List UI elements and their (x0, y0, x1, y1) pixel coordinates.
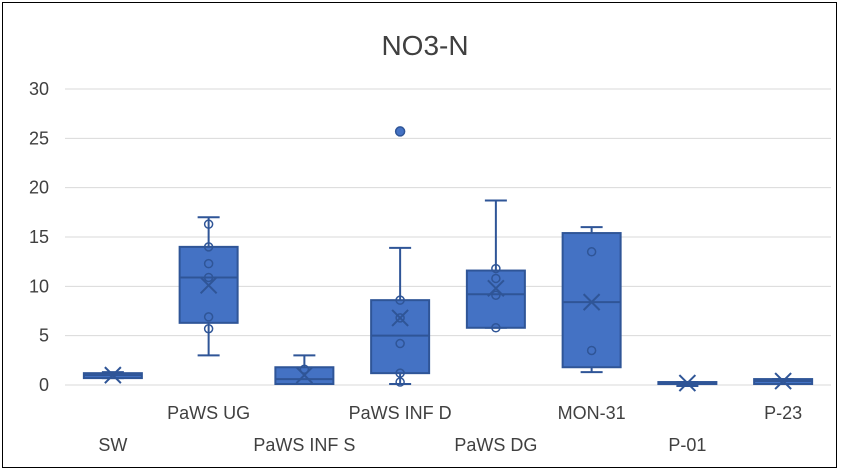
data-point (491, 323, 501, 333)
y-tick-label: 20 (29, 178, 49, 198)
box-paws-inf-s (274, 354, 335, 386)
box-p-23 (753, 372, 814, 390)
mean-marker (487, 279, 505, 298)
data-point (491, 263, 501, 274)
box-p-01 (657, 374, 718, 392)
y-tick-label: 25 (29, 128, 49, 148)
mean-marker (774, 372, 792, 390)
x-tick-label: PaWS DG (454, 435, 537, 455)
data-point (203, 312, 214, 322)
mean-marker (582, 293, 601, 311)
data-point (395, 377, 405, 387)
outlier-point (394, 126, 406, 137)
box-paws-ug (178, 216, 239, 357)
mean-marker (678, 374, 697, 392)
data-point (203, 258, 214, 269)
x-tick-label: SW (98, 435, 127, 455)
y-tick-label: 10 (29, 276, 49, 296)
data-point (203, 272, 214, 283)
data-point (491, 290, 501, 300)
data-point (395, 295, 405, 305)
box-paws-inf-d (370, 126, 431, 387)
data-point (203, 324, 214, 334)
data-point (586, 247, 597, 257)
data-point (395, 368, 405, 378)
x-tick-label: MON-31 (558, 403, 626, 423)
box-series (82, 126, 814, 392)
x-tick-label: PaWS INF D (349, 403, 452, 423)
data-point (491, 273, 501, 284)
box-mon-31 (561, 226, 622, 374)
x-tick-label: PaWS INF S (253, 435, 355, 455)
x-tick-label: PaWS UG (167, 403, 250, 423)
data-point (203, 242, 214, 252)
data-point (203, 219, 214, 229)
data-point (299, 364, 310, 374)
gridlines (65, 88, 831, 386)
mean-marker (104, 366, 122, 384)
mean-marker (391, 309, 409, 327)
y-tick-label: 15 (29, 227, 49, 247)
y-tick-label: 5 (39, 326, 49, 346)
mean-marker (295, 366, 314, 384)
x-tick-label: P-01 (668, 435, 706, 455)
data-point (395, 313, 405, 323)
y-tick-label: 30 (29, 79, 49, 99)
mean-marker (199, 276, 218, 295)
data-point (586, 345, 597, 356)
box-sw (82, 366, 143, 384)
box-paws-dg (465, 199, 526, 333)
y-axis-ticks: 0 5 10 15 20 25 30 (29, 79, 49, 395)
y-tick-label: 0 (39, 375, 49, 395)
data-point (395, 338, 405, 349)
x-tick-label: P-23 (764, 403, 802, 423)
chart-title: NO3-N (381, 30, 468, 61)
